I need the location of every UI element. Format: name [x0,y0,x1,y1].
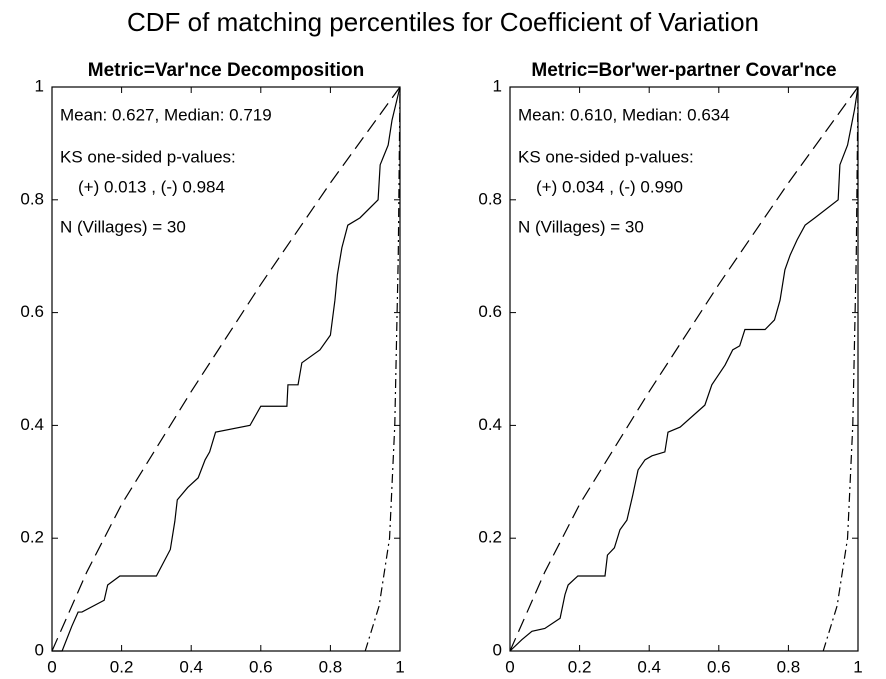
x-tick-label: 0 [505,657,514,676]
subplot-title: Metric=Bor'wer-partner Covar'nce [531,60,836,81]
y-tick-label: 0.2 [20,528,44,547]
x-tick-label: 0 [47,657,56,676]
cdf-line [364,86,401,652]
y-tick-label: 0.2 [478,528,502,547]
cdf-line [51,86,401,652]
annotation: KS one-sided p-values: [60,147,236,166]
y-tick-label: 0.8 [478,189,502,208]
annotation: (+) 0.034 , (-) 0.990 [536,177,683,196]
annotation: KS one-sided p-values: [518,147,694,166]
x-tick-label: 0.8 [319,657,343,676]
y-tick-label: 1 [493,76,502,95]
x-tick-label: 1 [853,657,862,676]
y-tick-label: 0 [493,640,502,659]
cdf-line [52,86,401,652]
y-tick-label: 0.6 [478,302,502,321]
x-tick-label: 0.2 [110,657,134,676]
cdf-line [509,86,859,652]
cdf-line [509,86,859,652]
subplot-title: Metric=Var'nce Decomposition [88,60,364,81]
y-tick-label: 0.4 [478,415,502,434]
y-tick-label: 0.8 [20,189,44,208]
y-tick-label: 1 [35,76,44,95]
annotation: (+) 0.013 , (-) 0.984 [78,177,225,196]
x-tick-label: 0.4 [179,657,203,676]
annotation: Mean: 0.610, Median: 0.634 [518,105,730,124]
figure-title: CDF of matching percentiles for Coeffici… [127,7,759,37]
y-tick-label: 0.4 [20,415,44,434]
x-tick-label: 0.4 [637,657,661,676]
cdf-line [822,86,859,652]
axes-frame [509,86,859,652]
y-tick-label: 0.6 [20,302,44,321]
x-tick-label: 0.6 [707,657,731,676]
annotation: N (Villages) = 30 [60,217,186,236]
axes-frame [51,86,401,652]
x-tick-label: 0.2 [568,657,592,676]
annotation: Mean: 0.627, Median: 0.719 [60,105,272,124]
x-tick-label: 0.8 [777,657,801,676]
x-tick-label: 0.6 [249,657,273,676]
x-tick-label: 1 [395,657,404,676]
annotation: N (Villages) = 30 [518,217,644,236]
y-tick-label: 0 [35,640,44,659]
